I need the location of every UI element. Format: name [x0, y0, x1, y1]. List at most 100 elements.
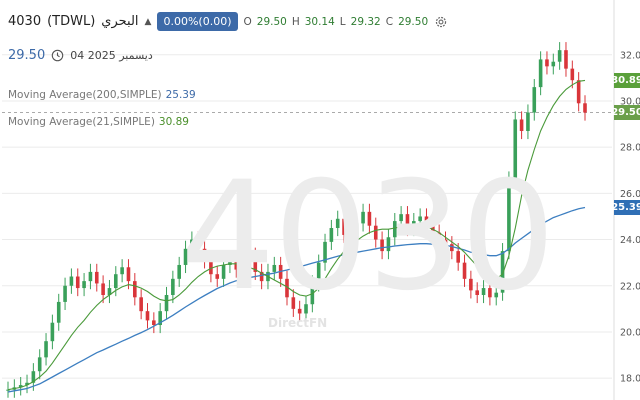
high-value: 30.14 [304, 15, 335, 28]
ma200-legend[interactable]: Moving Average(200,SIMPLE) 25.39 [8, 89, 196, 101]
price-tag: 25.39 [611, 199, 640, 215]
last-price-row: 29.50 04 2025 ديسمبر [8, 48, 153, 63]
candle [177, 256, 181, 287]
candle [532, 79, 537, 121]
close-label: C [385, 15, 394, 28]
open-label: O [243, 15, 252, 28]
candle [316, 254, 321, 292]
candle [494, 284, 499, 306]
candle [513, 111, 518, 188]
candle [50, 314, 55, 350]
ma21-value: 30.89 [158, 116, 189, 128]
candle [297, 300, 302, 322]
candle [113, 266, 118, 297]
candle [209, 252, 213, 283]
candle [526, 104, 530, 140]
candle [399, 206, 403, 230]
candle [481, 279, 486, 304]
caret-up-icon[interactable]: ▲ [144, 16, 152, 27]
candle [507, 171, 511, 260]
candle [583, 95, 587, 121]
candle [564, 42, 568, 77]
candle [253, 247, 258, 280]
candle [392, 213, 397, 246]
candle [342, 210, 346, 244]
price-tag: 29.50 [611, 105, 640, 121]
candle [82, 273, 86, 297]
candle [551, 53, 556, 75]
candle [221, 256, 226, 287]
candle [145, 303, 150, 329]
candle [304, 296, 308, 322]
candle [576, 72, 581, 112]
gear-icon[interactable] [434, 15, 448, 29]
candle [190, 231, 194, 257]
clock-icon [51, 49, 64, 62]
candle [557, 42, 562, 70]
candle [519, 111, 524, 140]
candle [88, 263, 93, 290]
candle [196, 231, 201, 257]
ohlc-readout: O 29.50 H 30.14 L 29.32 C 29.50 [244, 16, 429, 28]
candle [335, 210, 340, 237]
candle [120, 259, 124, 283]
candle [158, 303, 162, 334]
candle [44, 333, 48, 366]
y-tick-label: 32.00 [620, 50, 640, 61]
candle [437, 224, 441, 248]
candle [462, 254, 467, 287]
candle [424, 208, 429, 234]
chart-header: 4030 (TDWL) البحري ▲ 0.00%(0.00) O 29.50… [8, 12, 448, 31]
candle [18, 376, 23, 396]
symbol-watermark: 4030 [180, 150, 556, 324]
ma200-value: 25.39 [165, 89, 196, 101]
candle [488, 279, 492, 306]
candle [234, 252, 239, 278]
candle [107, 279, 112, 304]
candle [291, 289, 296, 317]
ma21-line [7, 79, 586, 391]
ma200-label: Moving Average(200,SIMPLE) [8, 89, 162, 101]
candle [94, 263, 99, 292]
candle [259, 263, 264, 290]
candle [450, 236, 454, 260]
candle [412, 213, 416, 237]
candle [240, 254, 245, 278]
candle [354, 215, 359, 248]
candle [202, 240, 207, 269]
ma21-legend[interactable]: Moving Average(21,SIMPLE) 30.89 [8, 116, 189, 128]
candle [215, 266, 220, 287]
exchange-code: (TDWL) [47, 14, 96, 29]
candle [373, 217, 378, 248]
last-price: 29.50 [8, 48, 46, 63]
candle [570, 60, 575, 89]
candles [6, 42, 587, 398]
high-label: H [291, 15, 300, 28]
close-value: 29.50 [398, 15, 429, 28]
y-tick-label: 26.00 [620, 189, 640, 200]
symbol-code: 4030 [8, 14, 42, 29]
candle [228, 252, 232, 274]
candle [285, 270, 289, 306]
candle [133, 273, 137, 306]
low-value: 29.32 [350, 15, 381, 28]
candle [380, 231, 384, 260]
candle [475, 282, 480, 304]
candle [469, 270, 473, 299]
bar-date: 04 2025 ديسمبر [70, 49, 153, 62]
candle [323, 233, 327, 271]
candle [361, 203, 365, 232]
candle [69, 268, 74, 294]
candle [63, 277, 67, 311]
candle [386, 229, 391, 260]
symbol-name: البحري [101, 14, 139, 29]
price-tag: 30.89 [611, 72, 640, 88]
change-badge: 0.00%(0.00) [157, 12, 238, 31]
candle [101, 275, 105, 304]
y-tick-label: 24.00 [620, 235, 640, 246]
y-tick-label: 20.00 [620, 327, 640, 338]
candle [405, 206, 410, 237]
candle [348, 226, 353, 248]
candle [75, 268, 80, 297]
